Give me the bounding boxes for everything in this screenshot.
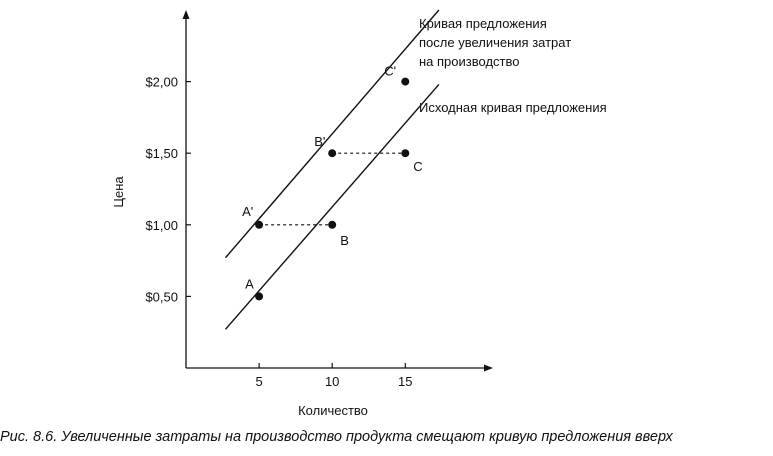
shifted-curve-annotation-line-3: на производство <box>419 54 519 69</box>
data-point <box>401 149 410 158</box>
shifted-curve-annotation: Кривая предложения после увеличения затр… <box>419 16 571 69</box>
point-label: A' <box>242 204 253 219</box>
original-curve-annotation: Исходная кривая предложения <box>419 100 607 115</box>
shifted-curve-annotation-line-1: Кривая предложения <box>419 16 547 31</box>
y-tick-label: $1,50 <box>145 146 178 161</box>
x-tick-label: 10 <box>325 374 339 389</box>
dashed-connectors <box>259 152 406 226</box>
x-tick-label: 15 <box>398 374 412 389</box>
data-point <box>328 220 337 229</box>
ticks: 5 10 15 $0,50 $1,00 $1,50 $2,00 <box>145 75 412 389</box>
x-tick-label: 5 <box>255 374 262 389</box>
supply-curves <box>224 9 440 330</box>
shifted-supply-line <box>224 9 440 259</box>
x-axis-arrow <box>484 364 493 372</box>
point-label: B' <box>314 134 325 149</box>
data-point <box>255 220 264 229</box>
supply-shift-chart: 5 10 15 $0,50 $1,00 $1,50 $2,00 A B C A' B' C' Цена… <box>111 9 607 418</box>
point-label: C <box>413 159 422 174</box>
point-label: A <box>245 276 254 291</box>
point-label: B <box>340 233 349 248</box>
y-axis-label: Цена <box>111 176 126 208</box>
y-tick-label: $2,00 <box>145 75 178 90</box>
original-supply-line <box>224 84 440 330</box>
axes <box>182 10 493 372</box>
data-points: A B C A' B' C' <box>242 64 423 301</box>
figure-caption: Рис. 8.6. Увеличенные затраты на произво… <box>0 429 673 445</box>
y-tick-label: $0,50 <box>145 289 178 304</box>
data-point <box>255 292 264 301</box>
point-label: C' <box>384 64 396 79</box>
y-axis-arrow <box>182 10 190 19</box>
data-point <box>328 149 337 158</box>
shifted-curve-annotation-line-2: после увеличения затрат <box>419 35 571 50</box>
x-axis-label: Количество <box>298 403 368 418</box>
y-tick-label: $1,00 <box>145 218 178 233</box>
data-point <box>401 77 410 86</box>
